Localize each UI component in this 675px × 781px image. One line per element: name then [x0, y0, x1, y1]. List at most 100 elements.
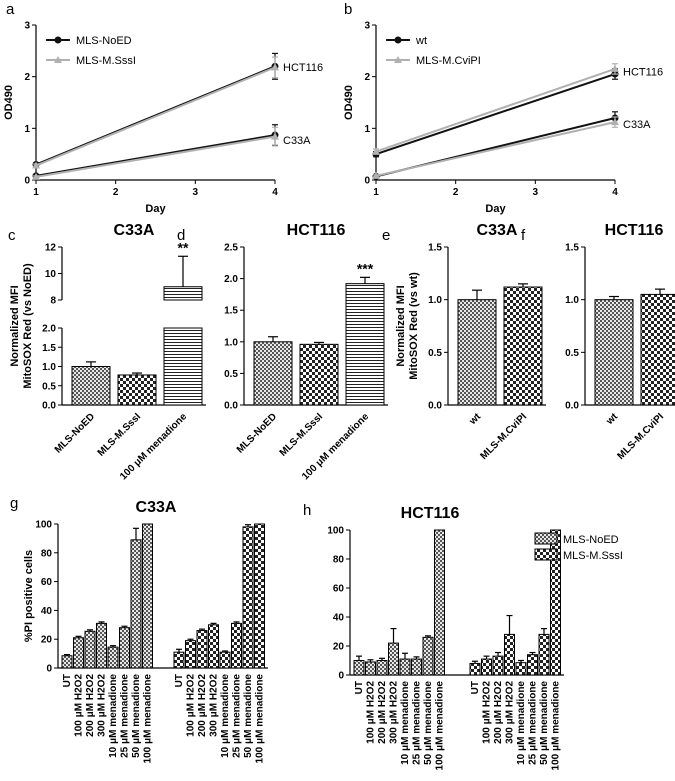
h-title: HCT116 [401, 505, 460, 522]
d-bar [299, 343, 339, 406]
b-series-line [375, 73, 616, 156]
h-legend-swatch [534, 532, 558, 545]
e-y-tick-label: 0.0 [428, 401, 442, 412]
b-legend-label: MLS-M.CviPI [416, 55, 481, 67]
g-bar [84, 630, 96, 669]
g-bar [173, 651, 185, 669]
g-bar [130, 539, 142, 669]
g-bar [219, 651, 231, 669]
h-bar [376, 660, 388, 676]
a-x-tick-label: 3 [193, 187, 199, 198]
a-data-point [32, 161, 40, 169]
g-category-label: 10 μM menadione [220, 674, 231, 758]
d-category-label: MLS-NoED [235, 411, 279, 455]
h-category-label: UT [354, 681, 365, 694]
h-category-label: 25 μM menadione [528, 681, 539, 765]
h-bar [434, 529, 445, 676]
g-category-label: 50 μM menadione [131, 674, 142, 758]
e-y-axis-label-line2: MitoSOX Red (vs wt) [408, 272, 420, 380]
b-y-tick-label: 3 [364, 21, 370, 32]
g-bar [61, 655, 73, 669]
h-category-label: 200 μM H2O2 [493, 681, 504, 744]
g-bar [96, 622, 107, 669]
g-category-label: 200 μM H2O2 [85, 674, 96, 737]
panel-label-g: g [10, 495, 18, 512]
c-y-tick-label: 10 [45, 269, 57, 280]
a-data-point [32, 172, 40, 180]
h-category-label: 10 μM menadione [516, 681, 527, 765]
f-y-tick-label: 1.5 [565, 243, 579, 254]
g-bar [73, 637, 84, 669]
h-category-label: 100 μM H2O2 [482, 681, 493, 744]
d-y-tick-label: 1.0 [224, 337, 238, 348]
b-legend-marker [394, 56, 402, 63]
h-bar [504, 633, 515, 676]
d-y-tick-label: 2.0 [224, 274, 238, 285]
h-bar [538, 633, 550, 676]
h-bar [550, 529, 561, 676]
b-legend-marker [394, 36, 402, 44]
h-bar [469, 662, 481, 676]
g-category-label: 50 μM menadione [243, 674, 254, 758]
b-x-tick-label: 2 [453, 187, 459, 198]
panel-label-h: h [303, 502, 311, 519]
b-data-point [611, 118, 619, 126]
h-category-label: 50 μM menadione [423, 681, 434, 765]
e-bar [503, 286, 543, 406]
b-data-point [372, 147, 380, 155]
g-category-label: 100 μM H2O2 [186, 674, 197, 737]
h-category-label: 50 μM menadione [539, 681, 550, 765]
g-category-label: 25 μM menadione [232, 674, 243, 758]
h-legend-label: MLS-M.SssI [563, 550, 623, 562]
g-category-label: 300 μM H2O2 [209, 674, 220, 737]
d-significance-label: *** [357, 260, 374, 276]
h-y-tick-label: 80 [333, 555, 345, 566]
f-y-tick-label: 0.0 [565, 401, 579, 412]
c-significance-label: ** [178, 239, 189, 255]
a-series-line [35, 134, 276, 177]
b-x-tick-label: 3 [533, 187, 539, 198]
c-y-tick-label: 0.0 [42, 401, 56, 412]
h-category-label: 100 μM menadione [551, 681, 562, 771]
panel-label-c: c [8, 227, 16, 244]
c-y-tick-label: 1.0 [42, 362, 56, 373]
a-x-axis-label: Day [145, 203, 166, 215]
b-x-axis-label: Day [485, 203, 506, 215]
g-category-label: 25 μM menadione [120, 674, 131, 758]
a-series-line [35, 135, 276, 178]
b-series-line [375, 121, 616, 177]
g-y-tick-label: 80 [41, 548, 53, 559]
c-y-axis-label-line1: Normalized MFI [9, 285, 21, 366]
f-y-tick-label: 0.5 [565, 348, 579, 359]
g-category-label: 100 μM H2O2 [74, 674, 85, 737]
chart-e: 0.0 0.5 1.0 1.5 C33A Normalized MFI MitoSOX Re… [395, 222, 546, 462]
h-bar [515, 662, 527, 676]
h-legend-swatch [534, 548, 558, 561]
panel-label-a: a [6, 1, 15, 18]
b-data-point [372, 171, 380, 179]
c-y-tick-label: 0.5 [42, 381, 56, 392]
c-y-tick-label: 12 [45, 243, 57, 254]
e-y-tick-label: 1.0 [428, 295, 442, 306]
c-bar-lower-segment [163, 327, 203, 406]
g-y-tick-label: 0 [46, 664, 52, 675]
f-y-tick-label: 1.0 [565, 295, 579, 306]
a-data-point [271, 63, 279, 71]
g-bar [107, 646, 119, 669]
h-bar [399, 658, 411, 676]
g-category-label: 200 μM H2O2 [197, 674, 208, 737]
g-y-tick-label: 40 [41, 606, 53, 617]
e-category-label: wt [467, 411, 484, 428]
h-bar [492, 655, 504, 676]
h-category-label: 300 μM H2O2 [505, 681, 516, 744]
b-annotation-c33a: C33A [623, 119, 651, 131]
h-category-label: 200 μM H2O2 [377, 681, 388, 744]
h-category-label: 300 μM H2O2 [389, 681, 400, 744]
g-category-label: 100 μM menadione [143, 674, 154, 764]
h-bar [388, 642, 399, 676]
b-annotation-hct116: HCT116 [623, 67, 663, 79]
b-x-tick-label: 4 [612, 187, 618, 198]
g-category-label: 100 μM menadione [255, 674, 266, 764]
c-bar [71, 366, 111, 406]
